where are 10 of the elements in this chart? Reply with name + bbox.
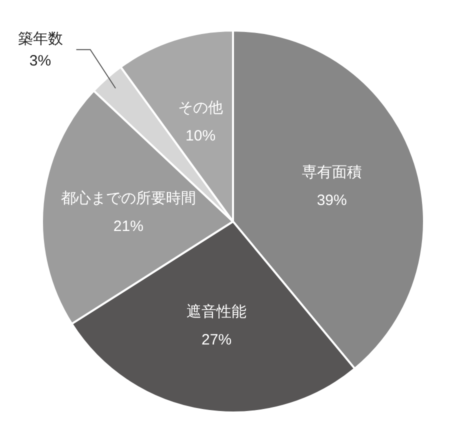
slice-label: 遮音性能 [186,303,247,320]
data-label: 27% [202,331,232,348]
slice-label: 専有面積 [302,164,362,182]
data-label: 10% [186,128,216,145]
slice-label: その他 [178,100,224,117]
data-label: 3% [29,52,52,70]
data-label: 39% [316,192,347,210]
data-label: 21% [113,218,144,235]
slice-label: 築年数 [18,30,63,48]
slice-label: 都心までの所要時間 [60,190,196,207]
